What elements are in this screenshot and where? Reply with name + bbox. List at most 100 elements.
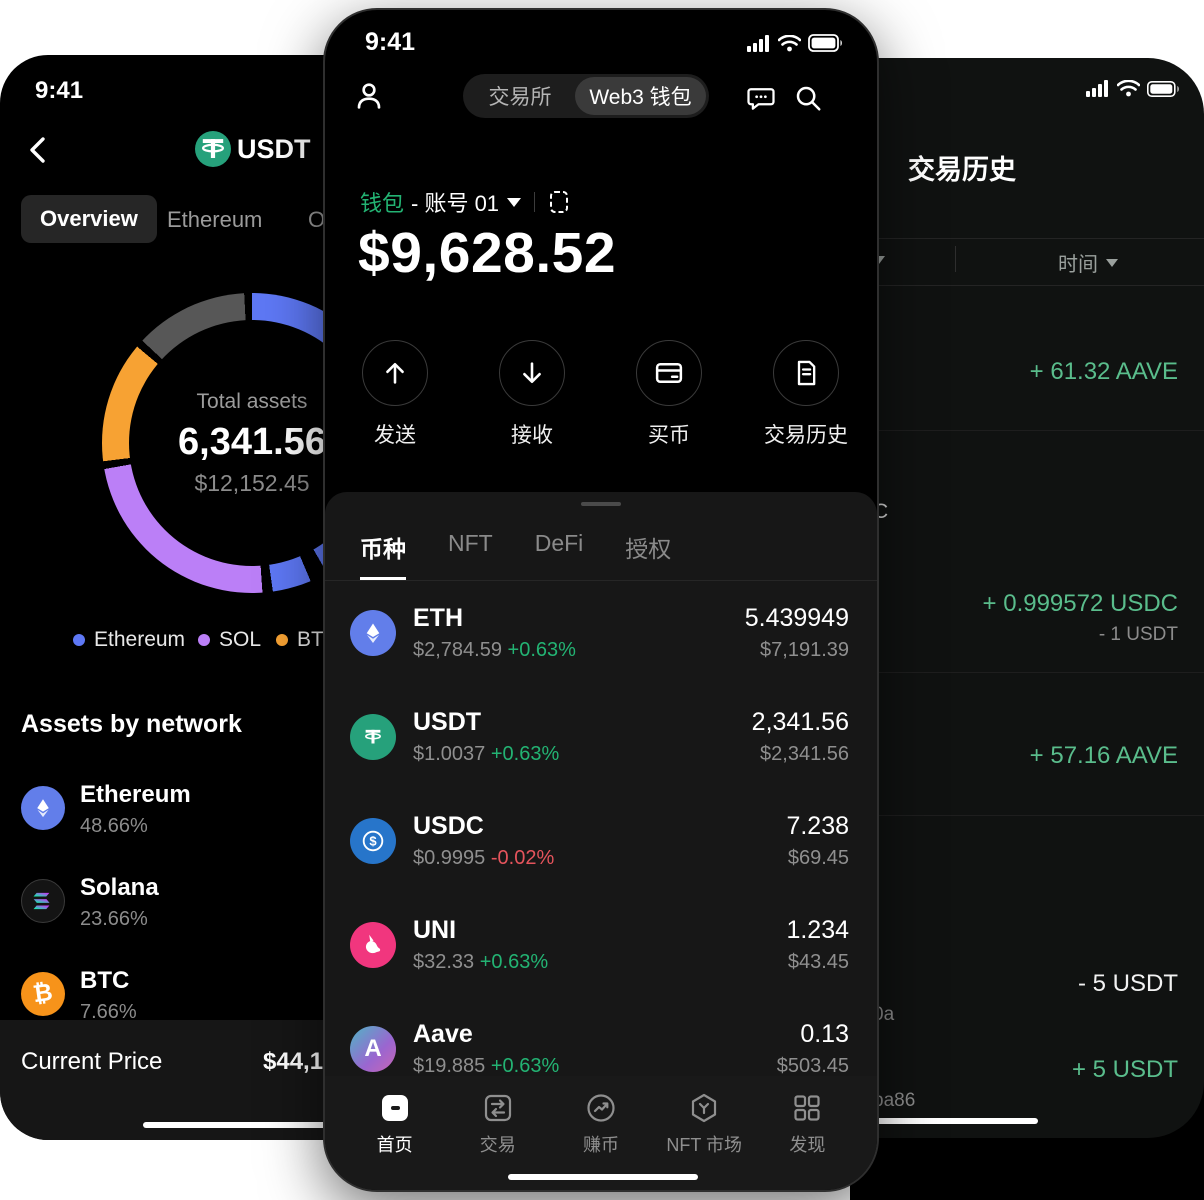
aave-icon: A bbox=[350, 1026, 396, 1072]
total-assets-label: Total assets bbox=[196, 389, 308, 413]
section-title: Assets by network bbox=[21, 710, 242, 738]
nav-label: NFT 市场 bbox=[666, 1135, 743, 1155]
token-symbol: USDT bbox=[413, 708, 482, 736]
legend-label: SOL bbox=[219, 628, 262, 651]
tx-sub-amount: - 1 USDT bbox=[1098, 624, 1178, 645]
uni-icon bbox=[350, 922, 396, 968]
send-label: 发送 bbox=[374, 424, 416, 447]
tab-defi[interactable]: DeFi bbox=[534, 530, 584, 556]
tx-amount[interactable]: + 5 USDT bbox=[1071, 1056, 1178, 1083]
legend-label: Ethereum bbox=[94, 628, 186, 651]
network-percent: 23.66% bbox=[80, 908, 148, 930]
home-icon bbox=[381, 1095, 408, 1121]
tx-amount[interactable]: + 61.32 AAVE bbox=[1029, 358, 1178, 385]
ethereum-icon bbox=[21, 786, 65, 830]
nav-earn[interactable]: 赚币 bbox=[549, 1076, 652, 1190]
history-label: 交易历史 bbox=[764, 424, 848, 447]
nav-home[interactable]: 首页 bbox=[343, 1076, 446, 1190]
network-percent: 7.66% bbox=[80, 1001, 137, 1023]
nav-nft-market[interactable]: NFT 市场 bbox=[653, 1076, 756, 1190]
tab-ethereum[interactable]: Ethereum bbox=[167, 207, 263, 232]
token-symbol: ETH bbox=[413, 604, 463, 632]
token-value: $69.45 bbox=[787, 847, 849, 869]
person-icon bbox=[357, 83, 381, 109]
divider bbox=[325, 580, 877, 581]
legend-dot bbox=[276, 634, 288, 646]
scan-icon[interactable] bbox=[548, 190, 570, 214]
nav-label: 发现 bbox=[789, 1135, 826, 1155]
total-balance: $9,628.52 bbox=[358, 221, 617, 285]
tab-coins[interactable]: 币种 bbox=[360, 530, 406, 580]
time-filter-button[interactable]: 时间 bbox=[1058, 248, 1118, 277]
profile-button[interactable] bbox=[353, 80, 385, 112]
token-row-usdt[interactable]: USDT $1.0037 +0.63% 2,341.56 $2,341.56 bbox=[325, 685, 877, 789]
token-price: $1.0037 bbox=[413, 743, 486, 765]
buy-crypto-button[interactable]: 买币 bbox=[611, 340, 727, 449]
usdt-icon bbox=[350, 714, 396, 760]
tx-amount[interactable]: - 5 USDT bbox=[1077, 970, 1178, 997]
sheet-tab-bar: 币种 NFT DeFi 授权 bbox=[360, 530, 877, 580]
page-title: USDT bbox=[237, 134, 311, 164]
divider bbox=[560, 238, 1204, 239]
eth-icon bbox=[350, 610, 396, 656]
legend-ethereum: Ethereum bbox=[73, 628, 185, 652]
tx-amount[interactable]: + 57.16 AAVE bbox=[1029, 742, 1178, 769]
toggle-exchange[interactable]: 交易所 bbox=[488, 86, 552, 109]
tab-approvals[interactable]: 授权 bbox=[625, 536, 672, 562]
right-status-bar bbox=[1086, 80, 1180, 97]
nav-trade[interactable]: 交易 bbox=[446, 1076, 549, 1190]
token-change: -0.02% bbox=[490, 847, 555, 869]
support-chat-button[interactable] bbox=[746, 83, 776, 113]
divider bbox=[560, 815, 1204, 816]
buy-label: 买币 bbox=[648, 424, 690, 447]
token-value: $7,191.39 bbox=[760, 639, 849, 661]
token-row-usdc[interactable]: $ USDC $0.9995 -0.02% 7.238 $69.45 bbox=[325, 789, 877, 893]
btc-icon: ₿ bbox=[21, 972, 65, 1016]
usdc-icon: $ bbox=[350, 818, 396, 864]
receive-label: 接收 bbox=[511, 424, 553, 447]
battery-icon bbox=[1147, 80, 1179, 97]
signal-icon bbox=[747, 34, 769, 52]
trade-icon bbox=[484, 1094, 511, 1122]
battery-icon bbox=[808, 34, 842, 52]
token-price: $32.33 bbox=[413, 951, 475, 973]
divider bbox=[534, 192, 536, 212]
filter-divider bbox=[955, 246, 956, 272]
send-button[interactable]: 发送 bbox=[337, 340, 453, 449]
home-indicator[interactable] bbox=[143, 1122, 413, 1128]
receive-button[interactable]: 接收 bbox=[474, 340, 590, 449]
token-amount: 0.13 bbox=[800, 1020, 849, 1048]
document-icon bbox=[797, 360, 816, 386]
nav-discover[interactable]: 发现 bbox=[756, 1076, 859, 1190]
tab-overview[interactable]: Overview bbox=[21, 195, 157, 243]
search-icon bbox=[796, 86, 821, 111]
nav-label: 交易 bbox=[479, 1135, 516, 1155]
card-icon bbox=[655, 363, 683, 383]
page-title: 交易历史 bbox=[908, 155, 1016, 185]
token-symbol: USDC bbox=[413, 812, 484, 840]
toggle-web3-wallet[interactable]: Web3 钱包 bbox=[575, 77, 706, 115]
center-phone: 9:41 bbox=[323, 8, 879, 1192]
token-row-uni[interactable]: UNI $32.33 +0.63% 1.234 $43.45 bbox=[325, 893, 877, 997]
token-value: $43.45 bbox=[787, 951, 849, 973]
account-number: - 账号 01 bbox=[411, 191, 500, 216]
home-indicator[interactable] bbox=[508, 1174, 698, 1180]
tab-nft[interactable]: NFT bbox=[448, 530, 493, 556]
asset-sheet: 币种 NFT DeFi 授权 ETH $2,784.59 +0.63% bbox=[325, 492, 877, 1190]
wallet-label: 钱包 bbox=[360, 191, 405, 216]
drag-handle[interactable] bbox=[581, 502, 621, 506]
token-row-eth[interactable]: ETH $2,784.59 +0.63% 5.439949 $7,191.39 bbox=[325, 581, 877, 685]
history-button[interactable]: 交易历史 bbox=[748, 340, 864, 449]
token-symbol: Aave bbox=[413, 1020, 473, 1048]
network-name[interactable]: Ethereum bbox=[80, 781, 191, 808]
network-name[interactable]: Solana bbox=[80, 874, 159, 901]
network-name[interactable]: BTC bbox=[80, 967, 130, 994]
account-selector[interactable]: 钱包 - 账号 01 bbox=[360, 186, 570, 218]
back-button[interactable] bbox=[25, 135, 51, 165]
tx-amount[interactable]: + 0.999572 USDC bbox=[982, 590, 1178, 617]
token-row-aave[interactable]: A Aave $19.885 +0.63% 0.13 $503.45 bbox=[325, 997, 877, 1101]
search-button[interactable] bbox=[793, 83, 823, 113]
tab-clipped[interactable]: O bbox=[308, 207, 326, 232]
filter-caret-fragment-icon[interactable] bbox=[873, 256, 885, 264]
token-amount: 2,341.56 bbox=[751, 708, 849, 736]
